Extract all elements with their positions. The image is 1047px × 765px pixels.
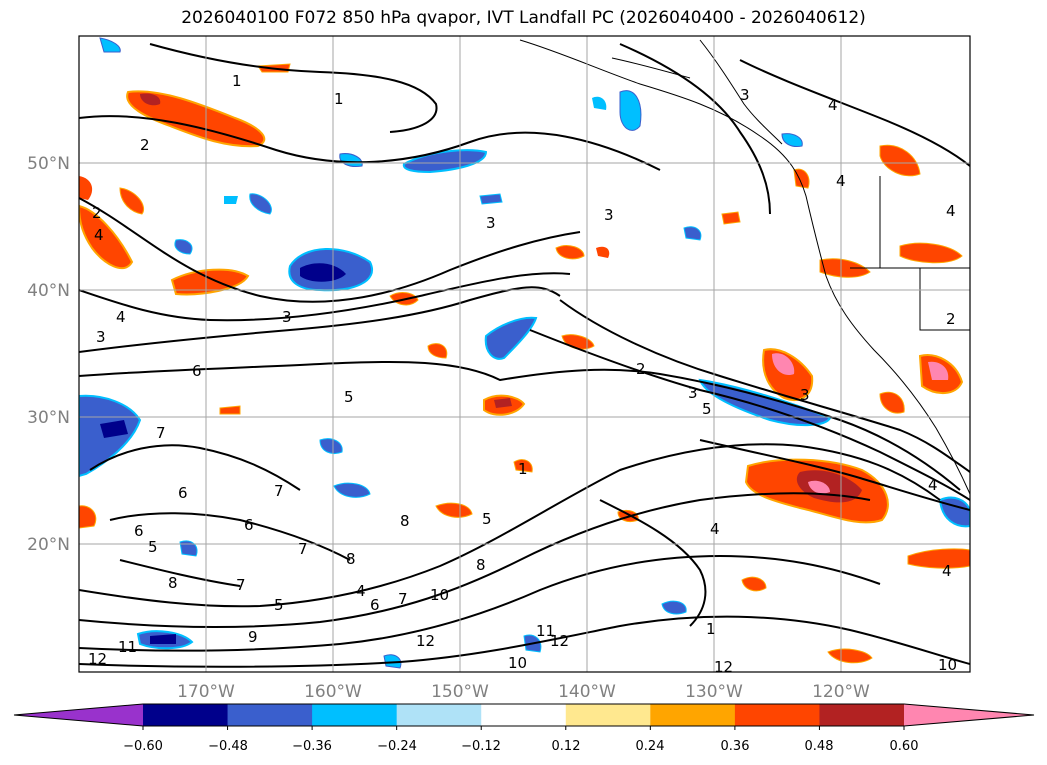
contour-label: 7 xyxy=(298,540,308,558)
colorbar-segment xyxy=(734,704,820,726)
contour-label: 5 xyxy=(274,596,284,614)
contour-labels: 1 1 2 2 4 3 4 3 3 3 3 6 5 7 6 7 6 5 8 7 … xyxy=(88,72,957,676)
contour-label: 3 xyxy=(740,86,750,104)
contour-label: 4 xyxy=(828,96,838,114)
anomaly-shading xyxy=(79,37,970,669)
lon-label-160w: 160°W xyxy=(304,682,362,702)
colorbar-tick-label: 0.24 xyxy=(636,739,665,754)
contour-label: 5 xyxy=(148,538,158,556)
colorbar-tick-label: −0.24 xyxy=(377,739,417,754)
contour-label: 5 xyxy=(482,510,492,528)
colorbar xyxy=(13,703,1035,730)
contour-label: 4 xyxy=(116,308,126,326)
contour-label: 11 xyxy=(536,622,555,640)
contour-label: 12 xyxy=(416,632,435,650)
contour-label: 12 xyxy=(550,632,569,650)
contour-label: 4 xyxy=(942,562,952,580)
contour-label: 8 xyxy=(476,556,486,574)
lat-label-50n: 50°N xyxy=(27,154,70,174)
contour-label: 3 xyxy=(486,214,496,232)
map-title: 2026040100 F072 850 hPa qvapor, IVT Land… xyxy=(181,8,866,28)
contour-label: 2 xyxy=(636,360,646,378)
colorbar-segment xyxy=(650,704,736,726)
lon-label-130w: 130°W xyxy=(685,682,743,702)
contour-label: 1 xyxy=(334,90,344,108)
contour-label: 3 xyxy=(604,206,614,224)
colorbar-tick-label: 0.48 xyxy=(805,739,834,754)
colorbar-segment xyxy=(819,704,905,726)
colorbar-tick-label: −0.36 xyxy=(292,739,332,754)
colorbar-segment xyxy=(143,704,229,726)
contour-label: 7 xyxy=(156,424,166,442)
contour-label: 1 xyxy=(706,620,716,638)
lon-label-170w: 170°W xyxy=(177,682,235,702)
contour-label: 6 xyxy=(134,522,144,540)
contour-label: 2 xyxy=(946,310,956,328)
contour-label: 10 xyxy=(508,654,527,672)
contour-label: 12 xyxy=(714,658,733,676)
colorbar-tick-label: −0.60 xyxy=(123,739,163,754)
colorbar-tick-label: −0.12 xyxy=(461,739,501,754)
contour-label: 8 xyxy=(168,574,178,592)
colorbar-extend-min xyxy=(14,704,143,726)
map-frame xyxy=(78,35,971,673)
colorbar-tick-label: 0.12 xyxy=(552,739,581,754)
contour-label: 6 xyxy=(178,484,188,502)
contour-label: 4 xyxy=(94,226,104,244)
contour-label: 8 xyxy=(400,512,410,530)
colorbar-segment xyxy=(481,704,567,726)
colorbar-tick-labels: −0.60 −0.48 −0.36 −0.24 −0.12 0.12 0.24 … xyxy=(123,739,918,754)
lat-label-40n: 40°N xyxy=(27,281,70,301)
contour-label: 11 xyxy=(118,638,137,656)
contour-label: 1 xyxy=(232,72,242,90)
contour-label: 3 xyxy=(800,386,810,404)
contour-label: 6 xyxy=(192,362,202,380)
coastlines xyxy=(519,39,970,495)
colorbar-tick-label: 0.36 xyxy=(721,739,750,754)
contour-label: 7 xyxy=(398,590,408,608)
contour-label: 7 xyxy=(274,482,284,500)
contour-label: 2 xyxy=(140,136,150,154)
contour-label: 6 xyxy=(370,596,380,614)
contour-label: 5 xyxy=(344,388,354,406)
colorbar-tick-label: 0.60 xyxy=(890,739,919,754)
contour-label: 10 xyxy=(938,656,957,674)
lon-label-150w: 150°W xyxy=(431,682,489,702)
contour-label: 9 xyxy=(248,628,258,646)
contour-label: 12 xyxy=(88,650,107,668)
contour-label: 2 xyxy=(92,204,102,222)
contour-label: 4 xyxy=(836,172,846,190)
contour-label: 7 xyxy=(236,576,246,594)
contour-label: 6 xyxy=(244,516,254,534)
contour-label: 4 xyxy=(928,476,938,494)
contour-label: 8 xyxy=(346,550,356,568)
lat-label-20n: 20°N xyxy=(27,535,70,555)
contour-label: 4 xyxy=(356,582,366,600)
colorbar-extend-max xyxy=(904,704,1034,726)
latitude-labels: 50°N 40°N 30°N 20°N xyxy=(27,154,70,555)
contour-label: 4 xyxy=(946,202,956,220)
lat-label-30n: 30°N xyxy=(27,408,70,428)
colorbar-segment xyxy=(565,704,651,726)
contour-label: 4 xyxy=(710,520,720,538)
contour-label: 1 xyxy=(518,460,528,478)
contour-label: 3 xyxy=(96,328,106,346)
contour-label: 5 xyxy=(702,400,712,418)
colorbar-segment xyxy=(227,704,313,726)
ivt-contours xyxy=(79,43,970,668)
contour-label: 10 xyxy=(430,586,449,604)
longitude-labels: 170°W 160°W 150°W 140°W 130°W 120°W xyxy=(177,682,870,702)
colorbar-segment xyxy=(396,704,482,726)
contour-label: 3 xyxy=(688,384,698,402)
lon-label-120w: 120°W xyxy=(812,682,870,702)
graticule xyxy=(79,36,970,672)
lon-label-140w: 140°W xyxy=(558,682,616,702)
colorbar-segment xyxy=(312,704,398,726)
contour-label: 3 xyxy=(282,308,292,326)
colorbar-tick-label: −0.48 xyxy=(208,739,248,754)
